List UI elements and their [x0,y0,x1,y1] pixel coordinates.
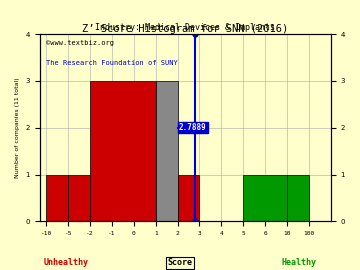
Bar [68,175,90,221]
Bar [243,175,287,221]
Text: Unhealthy: Unhealthy [43,258,88,267]
Text: Score: Score [167,258,193,267]
Text: Healthy: Healthy [282,258,317,267]
Text: The Research Foundation of SUNY: The Research Foundation of SUNY [46,60,177,66]
Title: Z’-Score Histogram for SNN (2016): Z’-Score Histogram for SNN (2016) [82,24,288,34]
Y-axis label: Number of companies (11 total): Number of companies (11 total) [15,77,20,178]
Bar [90,81,156,221]
Bar [177,175,199,221]
Text: Industry: Medical Devices & Implants: Industry: Medical Devices & Implants [95,23,275,32]
Text: 2.7889: 2.7889 [179,123,207,132]
Bar [287,175,309,221]
Text: ©www.textbiz.org: ©www.textbiz.org [46,40,114,46]
Bar [156,81,177,221]
Bar [46,175,68,221]
